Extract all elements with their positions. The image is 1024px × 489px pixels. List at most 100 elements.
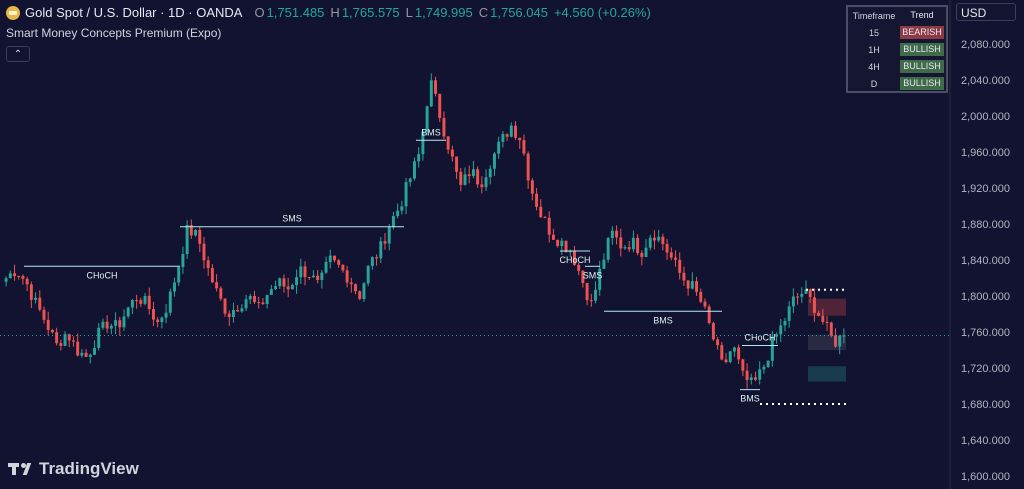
candle-body — [526, 153, 530, 181]
timeframe-cell: 1H — [868, 44, 880, 55]
timeframe-cell: 4H — [868, 61, 880, 72]
candle-body — [274, 286, 278, 290]
candle-body — [231, 310, 235, 318]
collapse-button[interactable]: ⌃ — [6, 46, 30, 62]
y-tick-label: 1,600.000 — [961, 471, 1010, 483]
candle-body — [602, 259, 606, 269]
candle-body — [379, 241, 383, 259]
candle-body — [787, 306, 791, 321]
candle-body — [181, 254, 185, 268]
candle-body — [122, 316, 126, 328]
candle-body — [93, 347, 96, 355]
candle-body — [476, 169, 480, 185]
candle-body — [728, 351, 732, 362]
candle-body — [126, 307, 130, 317]
y-tick-label: 1,840.000 — [961, 255, 1010, 267]
candle-body — [442, 117, 446, 137]
candle-body — [354, 284, 358, 292]
candle-body — [240, 308, 244, 312]
candle-body — [151, 309, 155, 320]
candle-body — [686, 280, 690, 289]
candle-body — [623, 247, 627, 249]
candle-body — [581, 270, 585, 284]
candle-body — [732, 347, 736, 352]
candle-body — [375, 257, 379, 259]
candle-body — [695, 281, 699, 292]
equilibrium-zone — [808, 334, 846, 350]
candle-body — [25, 278, 29, 285]
candle-body — [46, 319, 50, 330]
currency-selector[interactable]: USD — [956, 3, 1016, 21]
candle-body — [8, 273, 12, 279]
candle-body — [63, 334, 67, 346]
close-label: C — [478, 5, 489, 20]
candle-body — [248, 295, 252, 300]
y-tick-label: 1,960.000 — [961, 147, 1010, 159]
candle-body — [130, 300, 134, 308]
candle-body — [619, 237, 623, 249]
structure-label: CHoCH — [86, 270, 117, 280]
candle-body — [741, 359, 745, 371]
candle-body — [282, 278, 286, 287]
candle-body — [488, 168, 492, 178]
structure-label: CHoCH — [744, 333, 775, 343]
change-value: +4.560 (+0.26%) — [553, 5, 651, 20]
candle-body — [17, 276, 21, 278]
candle-body — [808, 289, 812, 298]
candle-body — [834, 335, 837, 347]
candle-body — [261, 302, 265, 305]
candle-body — [202, 243, 206, 261]
candle-body — [303, 266, 307, 278]
candle-body — [34, 297, 38, 300]
structure-label: CHoCH — [559, 255, 590, 265]
candle-body — [290, 285, 294, 290]
y-tick-label: 1,920.000 — [961, 183, 1010, 195]
timeframe-cell: 15 — [868, 27, 879, 38]
candle-body — [400, 206, 404, 211]
chevron-up-icon: ⌃ — [13, 48, 23, 60]
candle-body — [299, 266, 303, 278]
tradingview-logo[interactable]: TradingView — [8, 459, 139, 479]
candle-body — [337, 260, 341, 265]
candle-body — [391, 216, 395, 228]
candle-body — [497, 141, 501, 154]
candle-body — [80, 352, 84, 356]
candle-body — [817, 312, 821, 316]
candle-body — [640, 253, 644, 258]
y-tick-label: 2,000.000 — [961, 111, 1010, 123]
gold-symbol-icon — [6, 5, 20, 20]
candle-body — [484, 177, 488, 188]
candle-body — [316, 275, 320, 281]
candle-body — [467, 174, 471, 177]
candle-body — [76, 341, 80, 356]
candle-body — [404, 182, 408, 207]
candle-body — [678, 259, 682, 273]
candle-body — [13, 273, 16, 277]
candle-body — [42, 309, 46, 320]
candle-body — [118, 320, 122, 328]
close-value: 1,756.045 — [490, 5, 548, 20]
y-tick-label: 1,760.000 — [961, 327, 1010, 339]
candle-body — [539, 206, 543, 218]
candle-body — [514, 125, 517, 138]
candle-body — [501, 134, 505, 142]
candle-body — [669, 252, 673, 258]
candle-body — [311, 275, 315, 278]
candle-body — [438, 93, 442, 118]
y-tick-label: 2,080.000 — [961, 39, 1010, 51]
candle-body — [598, 268, 602, 290]
candle-body — [29, 284, 33, 300]
candle-body — [518, 137, 522, 141]
candle-body — [358, 291, 362, 299]
candle-body — [842, 335, 846, 337]
candle-body — [341, 264, 345, 271]
candle-body — [471, 169, 475, 177]
candle-body — [737, 347, 741, 360]
indicator-title[interactable]: Smart Money Concepts Premium (Expo) — [6, 26, 222, 40]
candle-body — [278, 278, 282, 287]
candle-body — [421, 131, 425, 155]
candle-body — [535, 193, 539, 207]
candle-body — [480, 184, 484, 188]
symbol-title[interactable]: Gold Spot / U.S. Dollar · 1D · OANDA — [25, 5, 243, 20]
